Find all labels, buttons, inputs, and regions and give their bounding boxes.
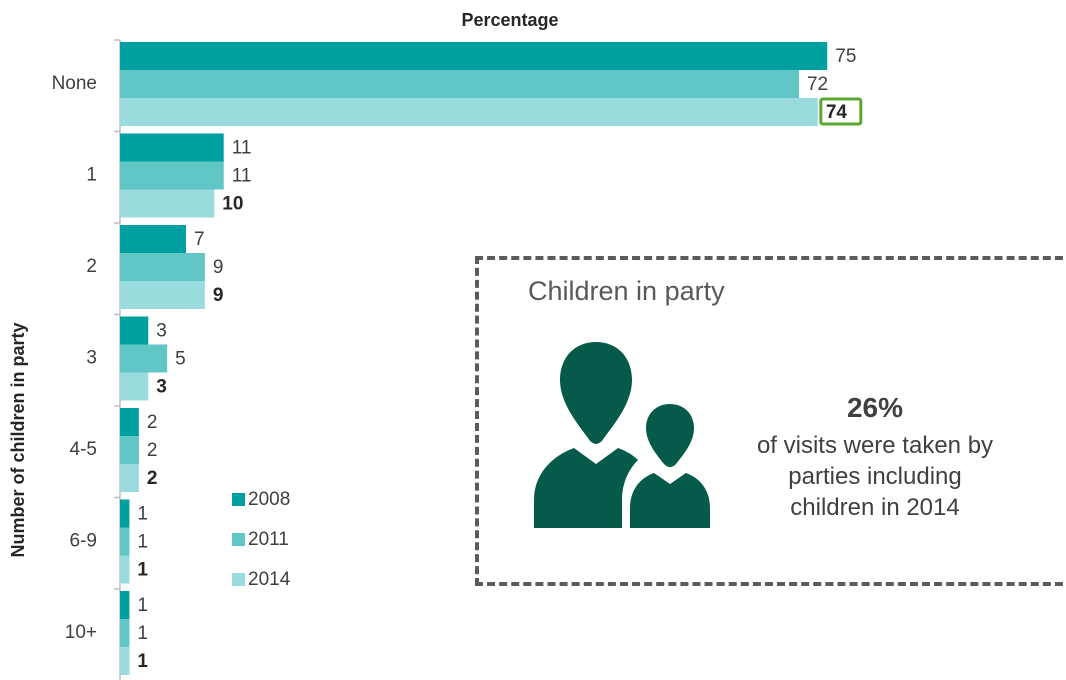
data-label: 1 [137,595,148,616]
data-label: 11 [232,166,252,187]
category-label: 2 [86,256,97,277]
category-label: None [52,73,97,94]
bar-2008-2 [120,225,187,253]
data-label: 2 [147,412,158,433]
bar-2011-6-9 [120,527,130,556]
legend-swatch-2008 [232,493,245,506]
category-label: 3 [86,347,97,368]
bar-2014-None [120,98,818,126]
bar-2008-10+ [120,591,130,619]
data-label: 2 [147,468,158,489]
category-label: 1 [86,164,97,185]
callout-title: Children in party [528,276,725,306]
category-label: 6-9 [70,530,97,551]
data-label: 11 [232,138,252,159]
data-label: 1 [137,504,148,525]
category-label: 4-5 [70,439,97,460]
bar-2008-1 [120,133,224,162]
bar-2008-6-9 [120,499,130,528]
legend-label: 2011 [248,529,289,550]
bar-2008-4-5 [120,408,139,436]
data-label: 75 [835,46,856,67]
data-label: 1 [137,651,148,672]
bar-2011-1 [120,161,224,190]
bar-2011-4-5 [120,436,139,464]
legend: 2008 2011 2014 [232,489,291,590]
data-label: 7 [194,229,205,250]
callout-line: of visits were taken by [756,432,994,459]
callout-line: parties including [788,463,962,490]
data-label: 74 [826,102,848,123]
bar-2014-6-9 [120,555,130,584]
bar-2011-None [120,70,799,98]
category-label: 10+ [65,622,97,643]
data-label: 3 [156,321,167,342]
callout-text: of visits were taken by parties includin… [720,430,1030,523]
bar-2014-1 [120,189,215,218]
data-label: 1 [137,560,148,581]
bar-2014-4-5 [120,464,139,492]
bar-2011-10+ [120,619,130,647]
bar-2011-2 [120,253,205,281]
data-label: 72 [807,74,828,95]
bar-2014-10+ [120,647,130,675]
data-label: 9 [213,257,224,278]
callout-box [475,256,1066,586]
parent-child-icon [534,342,710,528]
legend-swatch-2014 [232,573,245,586]
data-label: 1 [137,532,148,553]
legend-label: 2014 [248,569,291,590]
bar-2008-3 [120,316,149,345]
callout-stat: 26% [846,392,904,423]
legend-label: 2008 [248,489,290,510]
bar-2014-3 [120,372,149,401]
data-label: 10 [222,194,243,215]
bar-2014-2 [120,281,205,309]
chart-title: Percentage [461,10,558,30]
legend-swatch-2011 [232,533,245,546]
callout-line: children in 2014 [790,494,960,521]
bar-2008-None [120,42,828,70]
data-label: 2 [147,440,158,461]
highlight-box [819,97,863,126]
data-label: 5 [175,349,186,370]
data-label: 1 [137,623,148,644]
bar-2011-3 [120,344,168,373]
y-axis-title: Number of children in party [8,322,28,557]
axis-layer: None 1 2 3 4-5 6-9 10+ [52,39,121,680]
data-label: 9 [213,285,224,306]
data-label: 3 [156,377,167,398]
